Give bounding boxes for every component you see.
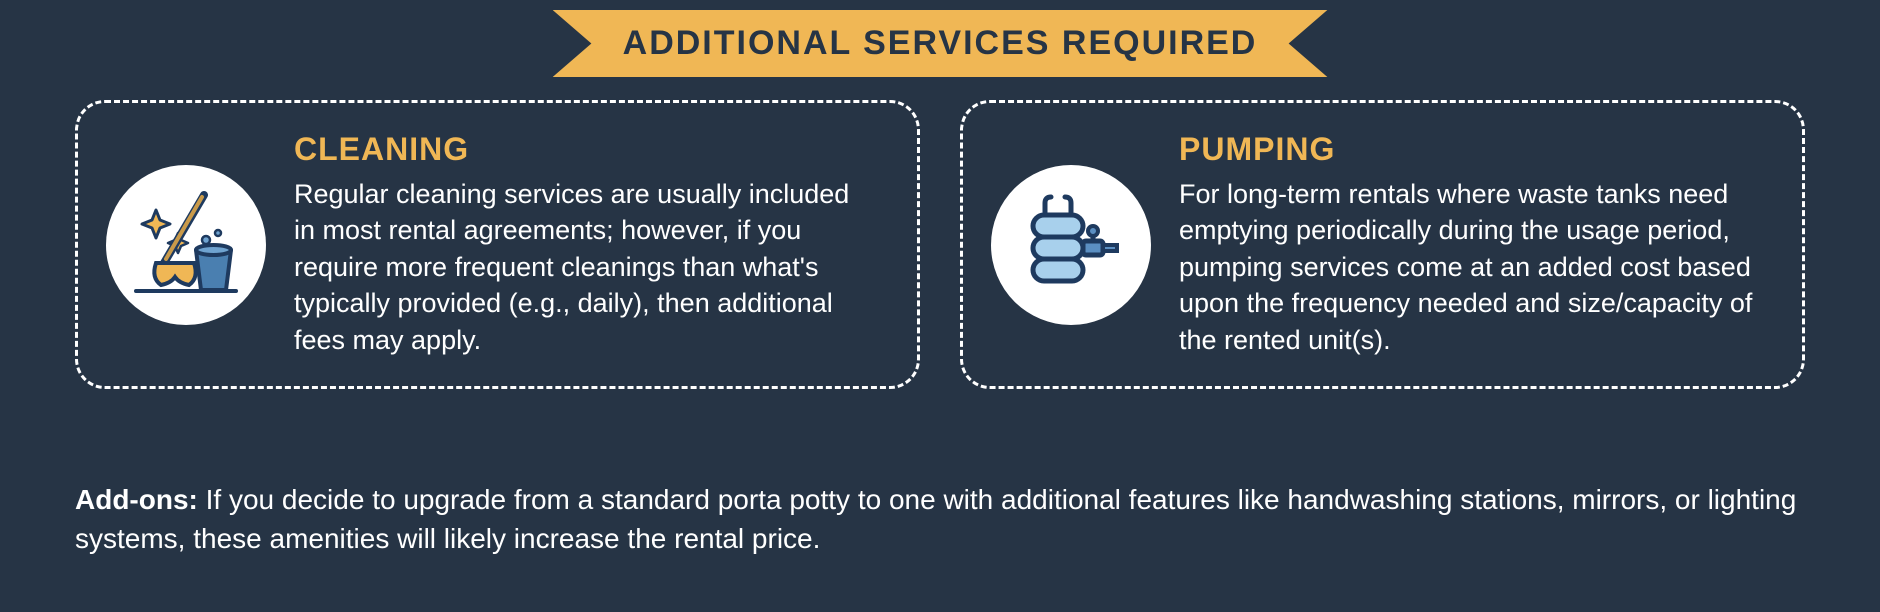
footer-note: Add-ons: If you decide to upgrade from a… [75, 480, 1805, 558]
card-pumping-title: PUMPING [1179, 131, 1762, 168]
card-cleaning: CLEANING Regular cleaning services are u… [75, 100, 920, 389]
card-pumping: PUMPING For long-term rentals where wast… [960, 100, 1805, 389]
card-pumping-content: PUMPING For long-term rentals where wast… [1179, 131, 1762, 358]
banner-title: ADDITIONAL SERVICES REQUIRED [623, 24, 1258, 63]
card-cleaning-content: CLEANING Regular cleaning services are u… [294, 131, 877, 358]
cleaning-icon [106, 165, 266, 325]
card-cleaning-title: CLEANING [294, 131, 877, 168]
card-pumping-body: For long-term rentals where waste tanks … [1179, 176, 1762, 358]
title-banner: ADDITIONAL SERVICES REQUIRED [553, 10, 1328, 77]
card-cleaning-body: Regular cleaning services are usually in… [294, 176, 877, 358]
footer-text: If you decide to upgrade from a standard… [75, 484, 1796, 554]
cards-row: CLEANING Regular cleaning services are u… [75, 100, 1805, 389]
footer-label: Add-ons: [75, 484, 198, 515]
pumping-icon [991, 165, 1151, 325]
